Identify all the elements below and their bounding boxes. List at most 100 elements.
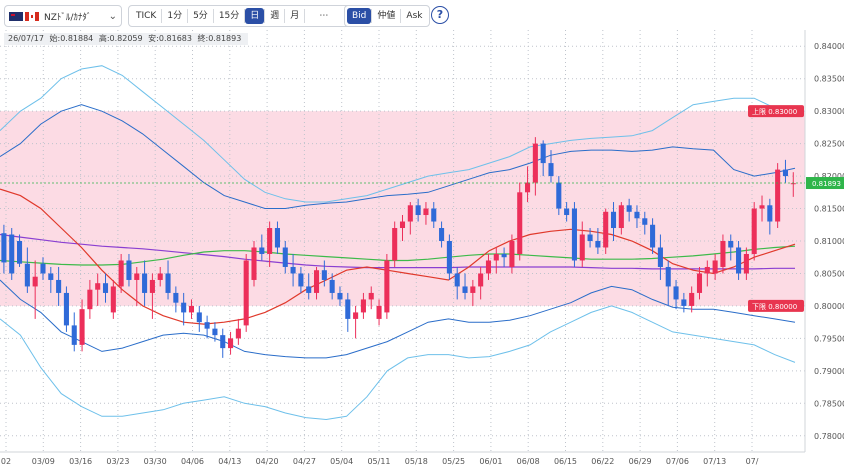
help-icon[interactable]: ? (431, 6, 449, 24)
chevron-down-icon: ⌄ (108, 10, 117, 22)
candle-up (110, 286, 116, 313)
divider (212, 9, 214, 23)
candle-down (501, 253, 507, 258)
current-price-badge (806, 177, 844, 190)
price-mid-button[interactable]: 仲値 (377, 11, 396, 21)
timeframe-group: TICK 1分 5分 15分 日 週 月 ⋯ ⌄ (128, 5, 358, 27)
candle-up (743, 253, 749, 274)
candle-down (431, 208, 437, 222)
y-tick-label: 0.83500 (814, 75, 844, 84)
x-tick-label: 04/06 (181, 457, 204, 466)
candle-up (759, 205, 765, 209)
candle-down (212, 328, 218, 336)
x-tick-label: 06/08 (517, 457, 540, 466)
candle-down (181, 302, 187, 313)
candle-up (235, 328, 241, 339)
candle-down (24, 263, 30, 287)
candle-down (298, 273, 304, 287)
timeframe-week-button[interactable]: 週 (270, 11, 280, 21)
candle-down (306, 286, 312, 293)
candle-down (626, 205, 632, 212)
price-type-group: Bid 仲値 Ask (344, 5, 431, 27)
candle-up (579, 234, 585, 261)
candle-down (56, 279, 62, 293)
timeframe-tick-button[interactable]: TICK (136, 11, 157, 21)
candle-down (220, 335, 226, 349)
y-tick-label: 0.80000 (814, 302, 844, 311)
timeframe-5m-button[interactable]: 5分 (193, 11, 208, 21)
candle-down (9, 234, 15, 274)
candle-up (423, 208, 429, 216)
x-tick-label: 07/13 (703, 457, 726, 466)
candle-up (228, 338, 234, 349)
range-band (0, 111, 805, 306)
candle-down (415, 205, 421, 216)
candle-down (282, 247, 288, 267)
timeframe-month-button[interactable]: 月 (290, 11, 300, 21)
currency-pair-select[interactable]: NZﾄﾞﾙ/ｶﾅﾀﾞ ⌄ (4, 5, 122, 27)
price-ask-button[interactable]: Ask (406, 11, 423, 21)
y-tick-label: 0.82500 (814, 140, 844, 149)
candle-down (540, 143, 546, 164)
candle-up (485, 260, 492, 274)
divider (161, 9, 163, 23)
y-tick-label: 0.81000 (814, 237, 844, 246)
candle-down (642, 218, 648, 225)
x-tick-label: 06/01 (479, 457, 502, 466)
candle-down (446, 241, 452, 274)
candle-up (32, 276, 38, 287)
ohlc-open-label: 始: (49, 34, 61, 43)
candle-up (407, 205, 413, 222)
candle-down (650, 224, 656, 248)
candle-up (79, 309, 85, 345)
timeframe-day-button[interactable]: 日 (245, 8, 265, 24)
candle-up (118, 260, 124, 287)
moving-average-long (0, 233, 795, 270)
bollinger-outer-upper (0, 65, 796, 203)
timeframe-1m-button[interactable]: 1分 (167, 11, 183, 21)
timeframe-15m-button[interactable]: 15分 (218, 11, 240, 21)
divider (264, 9, 266, 23)
candle-up (134, 273, 140, 280)
candle-up (493, 253, 499, 261)
lower-limit-badge (748, 299, 804, 312)
nz-flag-icon (9, 11, 23, 21)
divider (284, 9, 286, 23)
candle-up (399, 221, 406, 229)
candle-down (63, 292, 69, 326)
candle-up (360, 299, 366, 313)
more-menu-button[interactable]: ⋯ (319, 11, 329, 21)
candle-up (720, 241, 726, 267)
ohlc-open: 0.81884 (60, 34, 94, 43)
x-tick-label: 06/15 (554, 457, 577, 466)
candle-down (782, 169, 789, 177)
candle-up (87, 289, 93, 310)
candle-up (392, 228, 398, 261)
current-price-label: 0.81893 (812, 180, 841, 188)
x-tick-label: 03/30 (144, 457, 167, 466)
candle-down (454, 273, 460, 287)
lower-limit-label: 下限 0.80000 (752, 302, 797, 311)
x-tick-label: 06/29 (629, 457, 652, 466)
candle-up (353, 312, 359, 319)
candle-down (196, 312, 202, 323)
candle-up (603, 211, 609, 248)
x-tick-label: 07/06 (666, 457, 689, 466)
candle-down (564, 208, 570, 216)
divider (187, 9, 189, 23)
y-tick-label: 0.82000 (814, 172, 844, 181)
y-tick-label: 0.81500 (814, 205, 844, 214)
candle-up (376, 305, 382, 319)
x-tick-label: 07/ (746, 457, 759, 466)
price-bid-button[interactable]: Bid (347, 8, 372, 24)
candle-down (556, 182, 562, 209)
candle-down (345, 299, 351, 319)
divider (304, 9, 306, 23)
x-tick-label: 05/04 (330, 457, 353, 466)
candle-down (337, 292, 343, 300)
candle-down (548, 163, 554, 177)
candle-up (95, 283, 101, 290)
candle-up (313, 270, 320, 293)
y-tick-label: 0.78000 (814, 432, 844, 441)
